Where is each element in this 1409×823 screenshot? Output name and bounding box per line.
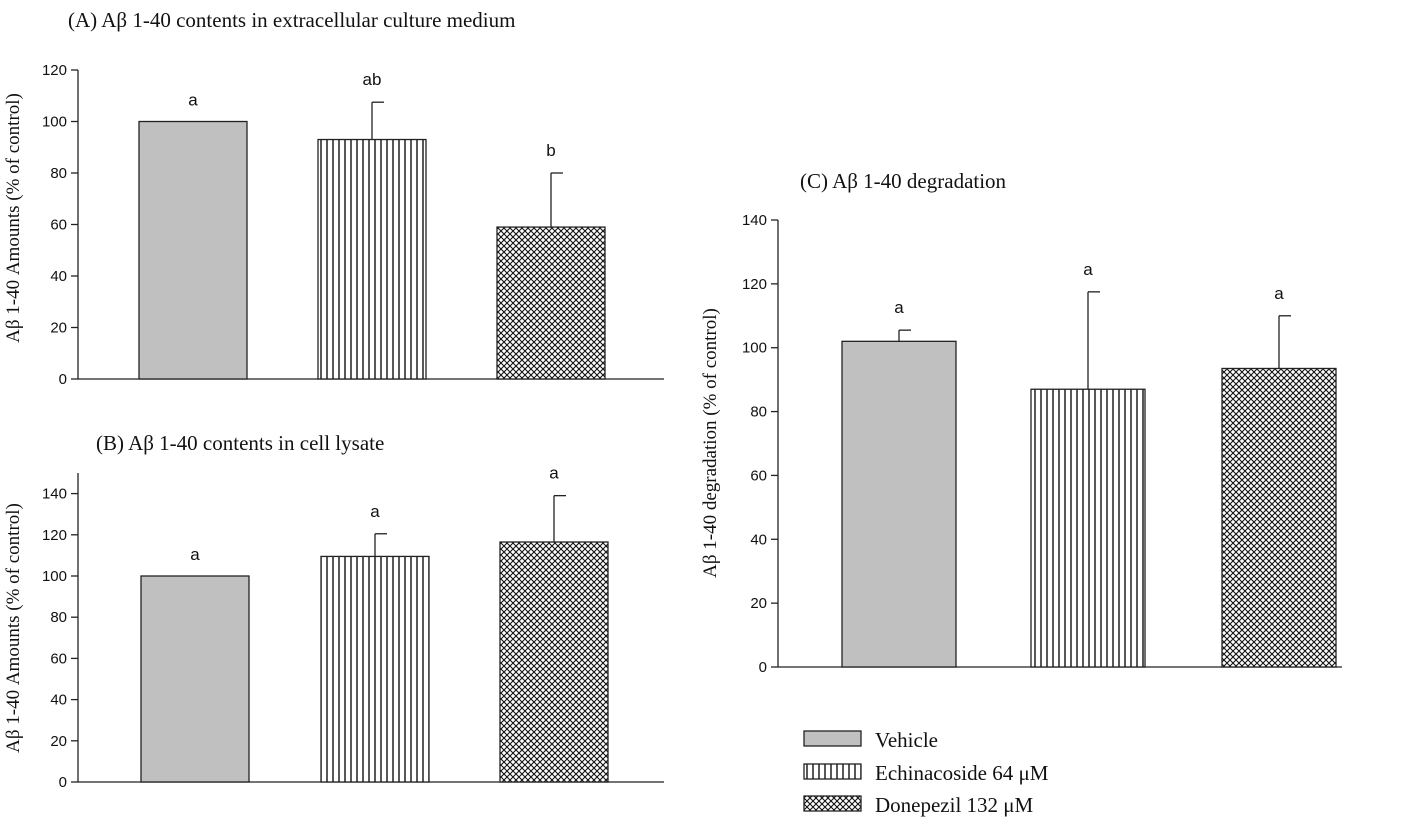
panel-c-ytick-label: 60: [750, 467, 767, 484]
panel-c-bar-donepezil: [1221, 367, 1337, 668]
panel-b-ytick-label: 100: [42, 568, 67, 585]
panel-a-ytick-label: 80: [50, 165, 67, 182]
panel-a-ytick-label: 40: [50, 268, 67, 285]
panel-b-bar-vehicle: [140, 575, 250, 783]
legend-label-echinacoside: Echinacoside 64 μM: [875, 761, 1049, 785]
panel-c-ytick-label: 120: [742, 276, 767, 293]
panel-c-sig-label-echinacoside: a: [1083, 260, 1093, 279]
panel-b-bar-echinacoside: [320, 555, 430, 783]
legend-label-vehicle: Vehicle: [875, 728, 938, 752]
panel-a-ytick-label: 60: [50, 217, 67, 234]
panel-a-ytick-label: 0: [59, 371, 67, 388]
panel-b-sig-label-donepezil: a: [549, 464, 559, 483]
panel-a-ylabel: Aβ 1-40 Amounts (% of control): [3, 93, 24, 343]
panel-c-ytick-label: 140: [742, 212, 767, 229]
panel-c-ylabel: Aβ 1-40 degradation (% of control): [700, 308, 721, 578]
panel-b-sig-label-vehicle: a: [190, 545, 200, 564]
panel-a-ytick-label: 120: [42, 62, 67, 79]
panel-b-ytick-label: 20: [50, 733, 67, 750]
panel-b-ylabel: Aβ 1-40 Amounts (% of control): [3, 503, 24, 753]
panel-a-bar-donepezil: [496, 226, 606, 380]
panel-b-plot: 0 20 40 60 80 100 120 140 a a a: [42, 464, 664, 791]
panel-b-ytick-label: 120: [42, 527, 67, 544]
panel-b-ytick-label: 60: [50, 650, 67, 667]
panel-b-ytick-label: 40: [50, 692, 67, 709]
panel-b-bar-donepezil: [499, 541, 609, 783]
panel-b-ytick-label: 80: [50, 609, 67, 626]
panel-c-sig-label-vehicle: a: [894, 298, 904, 317]
panel-b-sig-label-echinacoside: a: [370, 502, 380, 521]
panel-a-bar-echinacoside: [317, 138, 427, 380]
panel-b: (B) Aβ 1-40 contents in cell lysate Aβ 1…: [3, 431, 664, 791]
panel-c-ytick-label: 100: [742, 340, 767, 357]
panel-b-ytick-label: 140: [42, 486, 67, 503]
panel-a-ytick-label: 100: [42, 114, 67, 131]
panel-c-ytick-label: 40: [750, 531, 767, 548]
panel-a-ytick-label: 20: [50, 320, 67, 337]
panel-c-sig-label-donepezil: a: [1274, 284, 1284, 303]
panel-c-plot: 0 20 40 60 80 100 120 140 a a a: [742, 212, 1342, 676]
panel-a-plot: 0 20 40 60 80 100 120 a ab b: [42, 62, 664, 388]
panel-c-ytick-label: 0: [759, 659, 767, 676]
panel-c: (C) Aβ 1-40 degradation Aβ 1-40 degradat…: [700, 169, 1342, 676]
panel-b-title: (B) Aβ 1-40 contents in cell lysate: [96, 431, 384, 455]
legend: Vehicle Echinacoside 64 μM Donepezil 132…: [803, 728, 1049, 817]
panel-a-bar-vehicle: [138, 120, 248, 380]
legend-swatch-donepezil: [803, 795, 862, 812]
legend-swatch-vehicle: [803, 730, 862, 747]
legend-label-donepezil: Donepezil 132 μM: [875, 793, 1034, 817]
legend-swatch-echinacoside: [803, 763, 862, 780]
panel-a-sig-label-echinacoside: ab: [363, 70, 382, 89]
panel-a-sig-label-vehicle: a: [188, 91, 198, 110]
panel-c-ytick-label: 80: [750, 404, 767, 421]
panel-a-sig-label-donepezil: b: [546, 141, 555, 160]
panel-c-ytick-label: 20: [750, 595, 767, 612]
panel-a-title: (A) Aβ 1-40 contents in extracellular cu…: [68, 8, 515, 32]
panel-c-bar-vehicle: [841, 340, 957, 668]
panel-c-title: (C) Aβ 1-40 degradation: [800, 169, 1007, 193]
panel-a: (A) Aβ 1-40 contents in extracellular cu…: [3, 8, 664, 388]
panel-c-bar-echinacoside: [1030, 388, 1146, 668]
panel-b-ytick-label: 0: [59, 774, 67, 791]
